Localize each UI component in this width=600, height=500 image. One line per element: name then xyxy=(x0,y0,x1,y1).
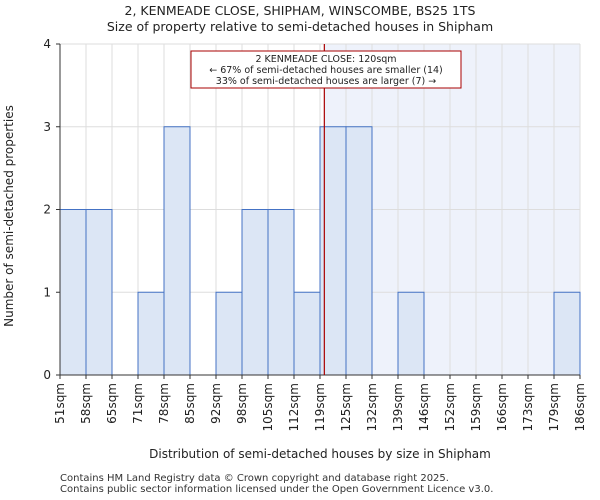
x-tick-label: 119sqm xyxy=(313,383,327,431)
annotation-line1: 2 KENMEADE CLOSE: 120sqm xyxy=(255,54,396,65)
chart-title: 2, KENMEADE CLOSE, SHIPHAM, WINSCOMBE, B… xyxy=(124,3,476,18)
annotation-line3: 33% of semi-detached houses are larger (… xyxy=(216,76,436,87)
x-tick-label: 71sqm xyxy=(131,383,145,424)
annotation-box xyxy=(190,50,462,89)
bar-71sqm xyxy=(137,291,165,376)
x-axis-label: Distribution of semi-detached houses by … xyxy=(149,447,491,461)
x-tick-label: 159sqm xyxy=(469,383,483,431)
y-axis-label: Number of semi-detached properties xyxy=(2,105,16,327)
bar-139sqm xyxy=(397,291,425,376)
bar-92sqm xyxy=(215,291,243,376)
y-tick-label: 1 xyxy=(43,285,51,299)
y-tick-label: 3 xyxy=(43,120,51,134)
x-tick-label: 186sqm xyxy=(573,383,587,431)
x-tick-label: 65sqm xyxy=(105,383,119,424)
x-tick-label: 125sqm xyxy=(339,383,353,431)
y-tick-label: 0 xyxy=(43,368,51,382)
x-tick-label: 98sqm xyxy=(235,383,249,424)
bar-125sqm xyxy=(345,126,373,376)
bar-105sqm xyxy=(267,209,295,376)
x-tick-label: 105sqm xyxy=(261,383,275,431)
x-tick-label: 173sqm xyxy=(521,383,535,431)
chart-subtitle: Size of property relative to semi-detach… xyxy=(106,19,494,34)
bar-78sqm xyxy=(163,126,191,376)
x-tick-label: 78sqm xyxy=(157,383,171,424)
x-tick-label: 132sqm xyxy=(365,383,379,431)
x-tick-label: 146sqm xyxy=(417,383,431,431)
bar-179sqm xyxy=(553,291,581,376)
x-tick-label: 58sqm xyxy=(79,383,93,424)
x-tick-label: 92sqm xyxy=(209,383,223,424)
x-tick-label: 112sqm xyxy=(287,383,301,431)
x-tick-label: 166sqm xyxy=(495,383,509,431)
x-tick-label: 152sqm xyxy=(443,383,457,431)
annotation-line2: ← 67% of semi-detached houses are smalle… xyxy=(209,65,443,76)
footer-copyright: Contains HM Land Registry data © Crown c… xyxy=(60,473,449,484)
bar-58sqm xyxy=(85,209,113,376)
y-tick-label: 4 xyxy=(43,37,51,51)
bar-51sqm xyxy=(59,209,87,376)
x-tick-label: 51sqm xyxy=(53,383,67,424)
x-tick-label: 179sqm xyxy=(547,383,561,431)
footer-licence: Contains public sector information licen… xyxy=(60,484,494,495)
x-tick-label: 85sqm xyxy=(183,383,197,424)
bar-98sqm xyxy=(241,209,269,376)
x-tick-label: 139sqm xyxy=(391,383,405,431)
y-tick-label: 2 xyxy=(43,203,51,217)
bar-112sqm xyxy=(293,291,321,376)
